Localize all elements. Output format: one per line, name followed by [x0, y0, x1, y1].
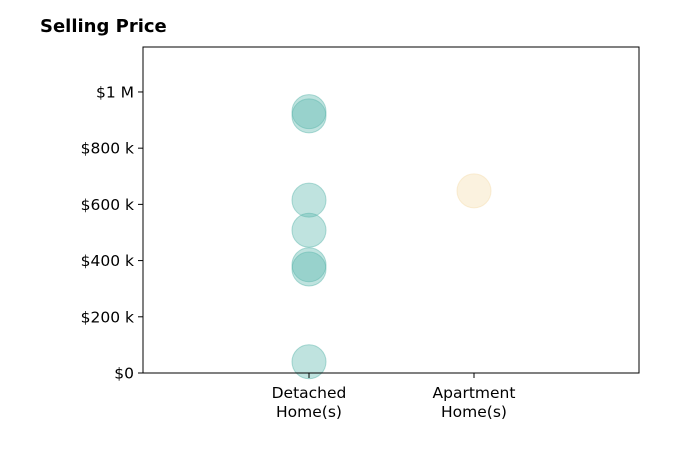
data-point — [291, 182, 327, 218]
x-tick-label: Home(s) — [276, 403, 342, 421]
data-point — [291, 212, 327, 248]
data-point — [291, 94, 327, 130]
y-tick-label: $1 M — [96, 83, 134, 101]
y-axis: $0 $200 k $400 k $600 k $800 k $1 M — [81, 83, 143, 383]
data-point — [291, 251, 327, 287]
x-tick-label: Apartment — [433, 384, 516, 402]
y-tick-label: $600 k — [81, 196, 134, 214]
data-point — [291, 344, 327, 380]
x-tick-label: Detached — [272, 384, 347, 402]
x-tick-label: Home(s) — [441, 403, 507, 421]
plot-frame — [142, 46, 640, 374]
data-point — [456, 173, 492, 209]
y-tick-label: $200 k — [81, 308, 134, 326]
y-tick-label: $400 k — [81, 252, 134, 270]
y-tick-label: $800 k — [81, 140, 134, 158]
data-point — [291, 247, 327, 283]
data-point — [291, 98, 327, 134]
data-points-layer — [291, 94, 492, 380]
y-tick-label: $0 — [114, 365, 134, 383]
chart-title: Selling Price — [40, 16, 167, 37]
